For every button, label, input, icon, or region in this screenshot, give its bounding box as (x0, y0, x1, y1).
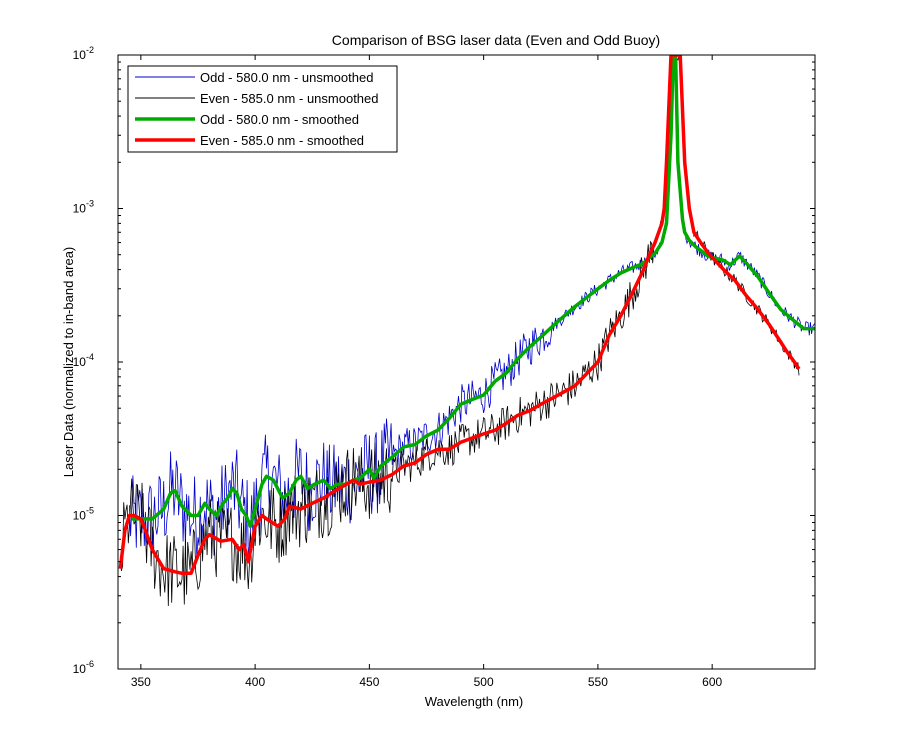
y-tick-exponent: -4 (86, 352, 94, 362)
y-tick-label: 10-3 (73, 199, 94, 216)
chart-title: Comparison of BSG laser data (Even and O… (332, 32, 660, 48)
x-axis-label: Wavelength (nm) (425, 694, 524, 709)
y-tick-base: 10 (73, 509, 87, 523)
legend-label: Odd - 580.0 nm - smoothed (200, 112, 359, 127)
y-tick-base: 10 (73, 355, 87, 369)
y-axis-label: Laser Data (normalized to in-band area) (61, 247, 76, 478)
x-tick-label: 550 (588, 675, 608, 689)
y-tick-exponent: -6 (86, 659, 94, 669)
series-line-even-smoothed (118, 55, 801, 576)
y-tick-label: 10-4 (73, 352, 94, 369)
legend-box (127, 65, 398, 153)
series-line-odd-smoothed (131, 55, 815, 529)
y-tick-exponent: -5 (86, 506, 94, 516)
legend-label: Odd - 580.0 nm - unsmoothed (200, 70, 373, 85)
legend-label: Even - 585.0 nm - smoothed (200, 133, 364, 148)
x-tick-label: 500 (474, 675, 494, 689)
x-tick-label: 600 (702, 675, 722, 689)
x-tick-label: 350 (131, 675, 151, 689)
y-tick-base: 10 (73, 662, 87, 676)
y-tick-label: 10-6 (73, 659, 94, 676)
x-tick-label: 450 (359, 675, 379, 689)
y-tick-label: 10-5 (73, 506, 94, 523)
y-tick-base: 10 (73, 202, 87, 216)
x-tick-label: 400 (245, 675, 265, 689)
y-tick-label: 10-2 (73, 45, 94, 62)
y-tick-exponent: -3 (86, 199, 94, 209)
y-tick-base: 10 (73, 48, 87, 62)
y-tick-exponent: -2 (86, 45, 94, 55)
legend-label: Even - 585.0 nm - unsmoothed (200, 91, 379, 106)
legend: Odd - 580.0 nm - unsmoothed Even - 585.0 … (127, 65, 398, 153)
series-layer (118, 55, 815, 607)
